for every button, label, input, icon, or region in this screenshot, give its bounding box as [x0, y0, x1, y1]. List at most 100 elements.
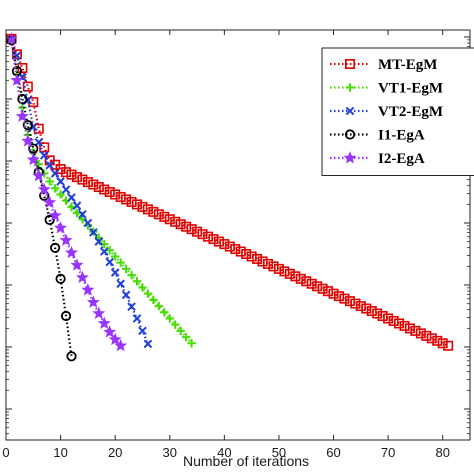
- data-point: [186, 224, 197, 235]
- data-point: [65, 245, 78, 259]
- data-point: [328, 288, 339, 299]
- data-point: [60, 310, 72, 322]
- legend-label: VT1-EgM: [378, 81, 443, 97]
- data-point: [28, 122, 38, 132]
- legend-label: I2-EgA: [378, 151, 425, 167]
- data-point: [175, 219, 186, 230]
- series-i1-ega: [6, 34, 77, 362]
- legend-label: I1-EgA: [378, 128, 425, 144]
- data-point: [45, 161, 54, 170]
- plot-frame: [5, 29, 471, 441]
- legend-entry-vt2-egm: VT2-EgM: [330, 104, 443, 120]
- data-point: [181, 332, 191, 342]
- data-point: [241, 249, 252, 260]
- data-point: [127, 270, 136, 280]
- data-point: [114, 338, 128, 352]
- data-point: [116, 279, 125, 289]
- data-point: [32, 169, 46, 182]
- data-point: [116, 258, 125, 267]
- data-point: [45, 177, 54, 186]
- data-point: [377, 310, 388, 321]
- data-point: [28, 143, 39, 154]
- x-tick-label: 60: [326, 445, 340, 460]
- legend-marker: [343, 151, 357, 164]
- data-point: [127, 302, 136, 312]
- data-point: [115, 191, 126, 202]
- legend-entry-i2-ega: I2-EgA: [330, 151, 425, 167]
- data-point: [94, 237, 104, 246]
- data-point: [290, 271, 301, 282]
- x-tick-label: 30: [163, 445, 177, 460]
- data-point: [17, 93, 28, 105]
- data-point: [110, 268, 120, 277]
- data-point: [26, 152, 40, 166]
- data-point: [78, 210, 87, 219]
- data-point: [273, 263, 284, 274]
- data-point: [132, 199, 143, 210]
- data-point: [75, 270, 89, 284]
- legend-marker: [344, 129, 356, 140]
- data-point: [66, 351, 77, 362]
- data-point: [121, 194, 132, 205]
- data-point: [67, 202, 76, 212]
- data-point: [181, 221, 192, 232]
- data-point: [208, 234, 219, 245]
- data-point: [268, 261, 279, 272]
- data-point: [426, 333, 437, 344]
- data-point: [383, 313, 394, 324]
- legend-marker: [345, 106, 355, 116]
- data-point: [415, 328, 426, 339]
- data-point: [142, 204, 153, 215]
- data-point: [43, 195, 57, 209]
- data-point: [105, 257, 115, 267]
- data-point: [235, 246, 246, 257]
- data-point: [89, 227, 98, 237]
- legend-marker: [344, 58, 355, 69]
- data-point: [252, 253, 263, 264]
- data-point: [399, 320, 410, 331]
- data-point: [202, 231, 213, 242]
- data-point: [99, 184, 110, 195]
- data-point: [197, 229, 208, 240]
- legend-entry-i1-ega: I1-EgA: [330, 128, 425, 144]
- data-point: [361, 303, 372, 314]
- data-point: [61, 167, 72, 178]
- data-point: [143, 289, 153, 298]
- data-point: [48, 208, 62, 222]
- legend-entry-mt-egm: MT-EgM: [330, 57, 437, 73]
- data-point: [230, 244, 241, 255]
- legend: MT-EgM VT1-EgM VT2-EgM I1-EgA I2-EgA: [321, 47, 474, 176]
- x-tick-label: 10: [53, 445, 67, 460]
- legend-label: MT-EgM: [378, 57, 437, 73]
- data-point: [317, 283, 328, 294]
- data-point: [165, 314, 174, 323]
- x-tick-label: 40: [217, 445, 231, 460]
- data-point: [61, 185, 71, 194]
- data-point: [132, 277, 142, 286]
- x-tick-label: 20: [108, 445, 122, 460]
- data-point: [92, 306, 106, 320]
- data-point: [257, 256, 268, 267]
- data-point: [67, 193, 76, 202]
- data-point: [50, 242, 61, 253]
- data-point: [82, 177, 93, 188]
- data-point: [295, 273, 306, 284]
- x-tick-label: 50: [272, 445, 286, 460]
- data-point: [164, 214, 175, 225]
- data-point: [55, 273, 66, 284]
- data-point: [394, 318, 405, 329]
- data-point: [154, 301, 164, 311]
- x-axis-label: Number of iterations: [183, 453, 309, 469]
- data-point: [410, 325, 421, 336]
- data-point: [40, 169, 49, 178]
- data-point: [171, 320, 180, 329]
- data-point: [159, 211, 170, 222]
- x-tick-label: 0: [2, 445, 9, 460]
- data-point: [59, 233, 73, 246]
- x-tick-label: 70: [381, 445, 395, 460]
- legend-entry-vt1-egm: VT1-EgM: [330, 81, 443, 97]
- x-tick-label: 80: [435, 445, 449, 460]
- data-point: [72, 201, 82, 210]
- data-point: [138, 326, 147, 336]
